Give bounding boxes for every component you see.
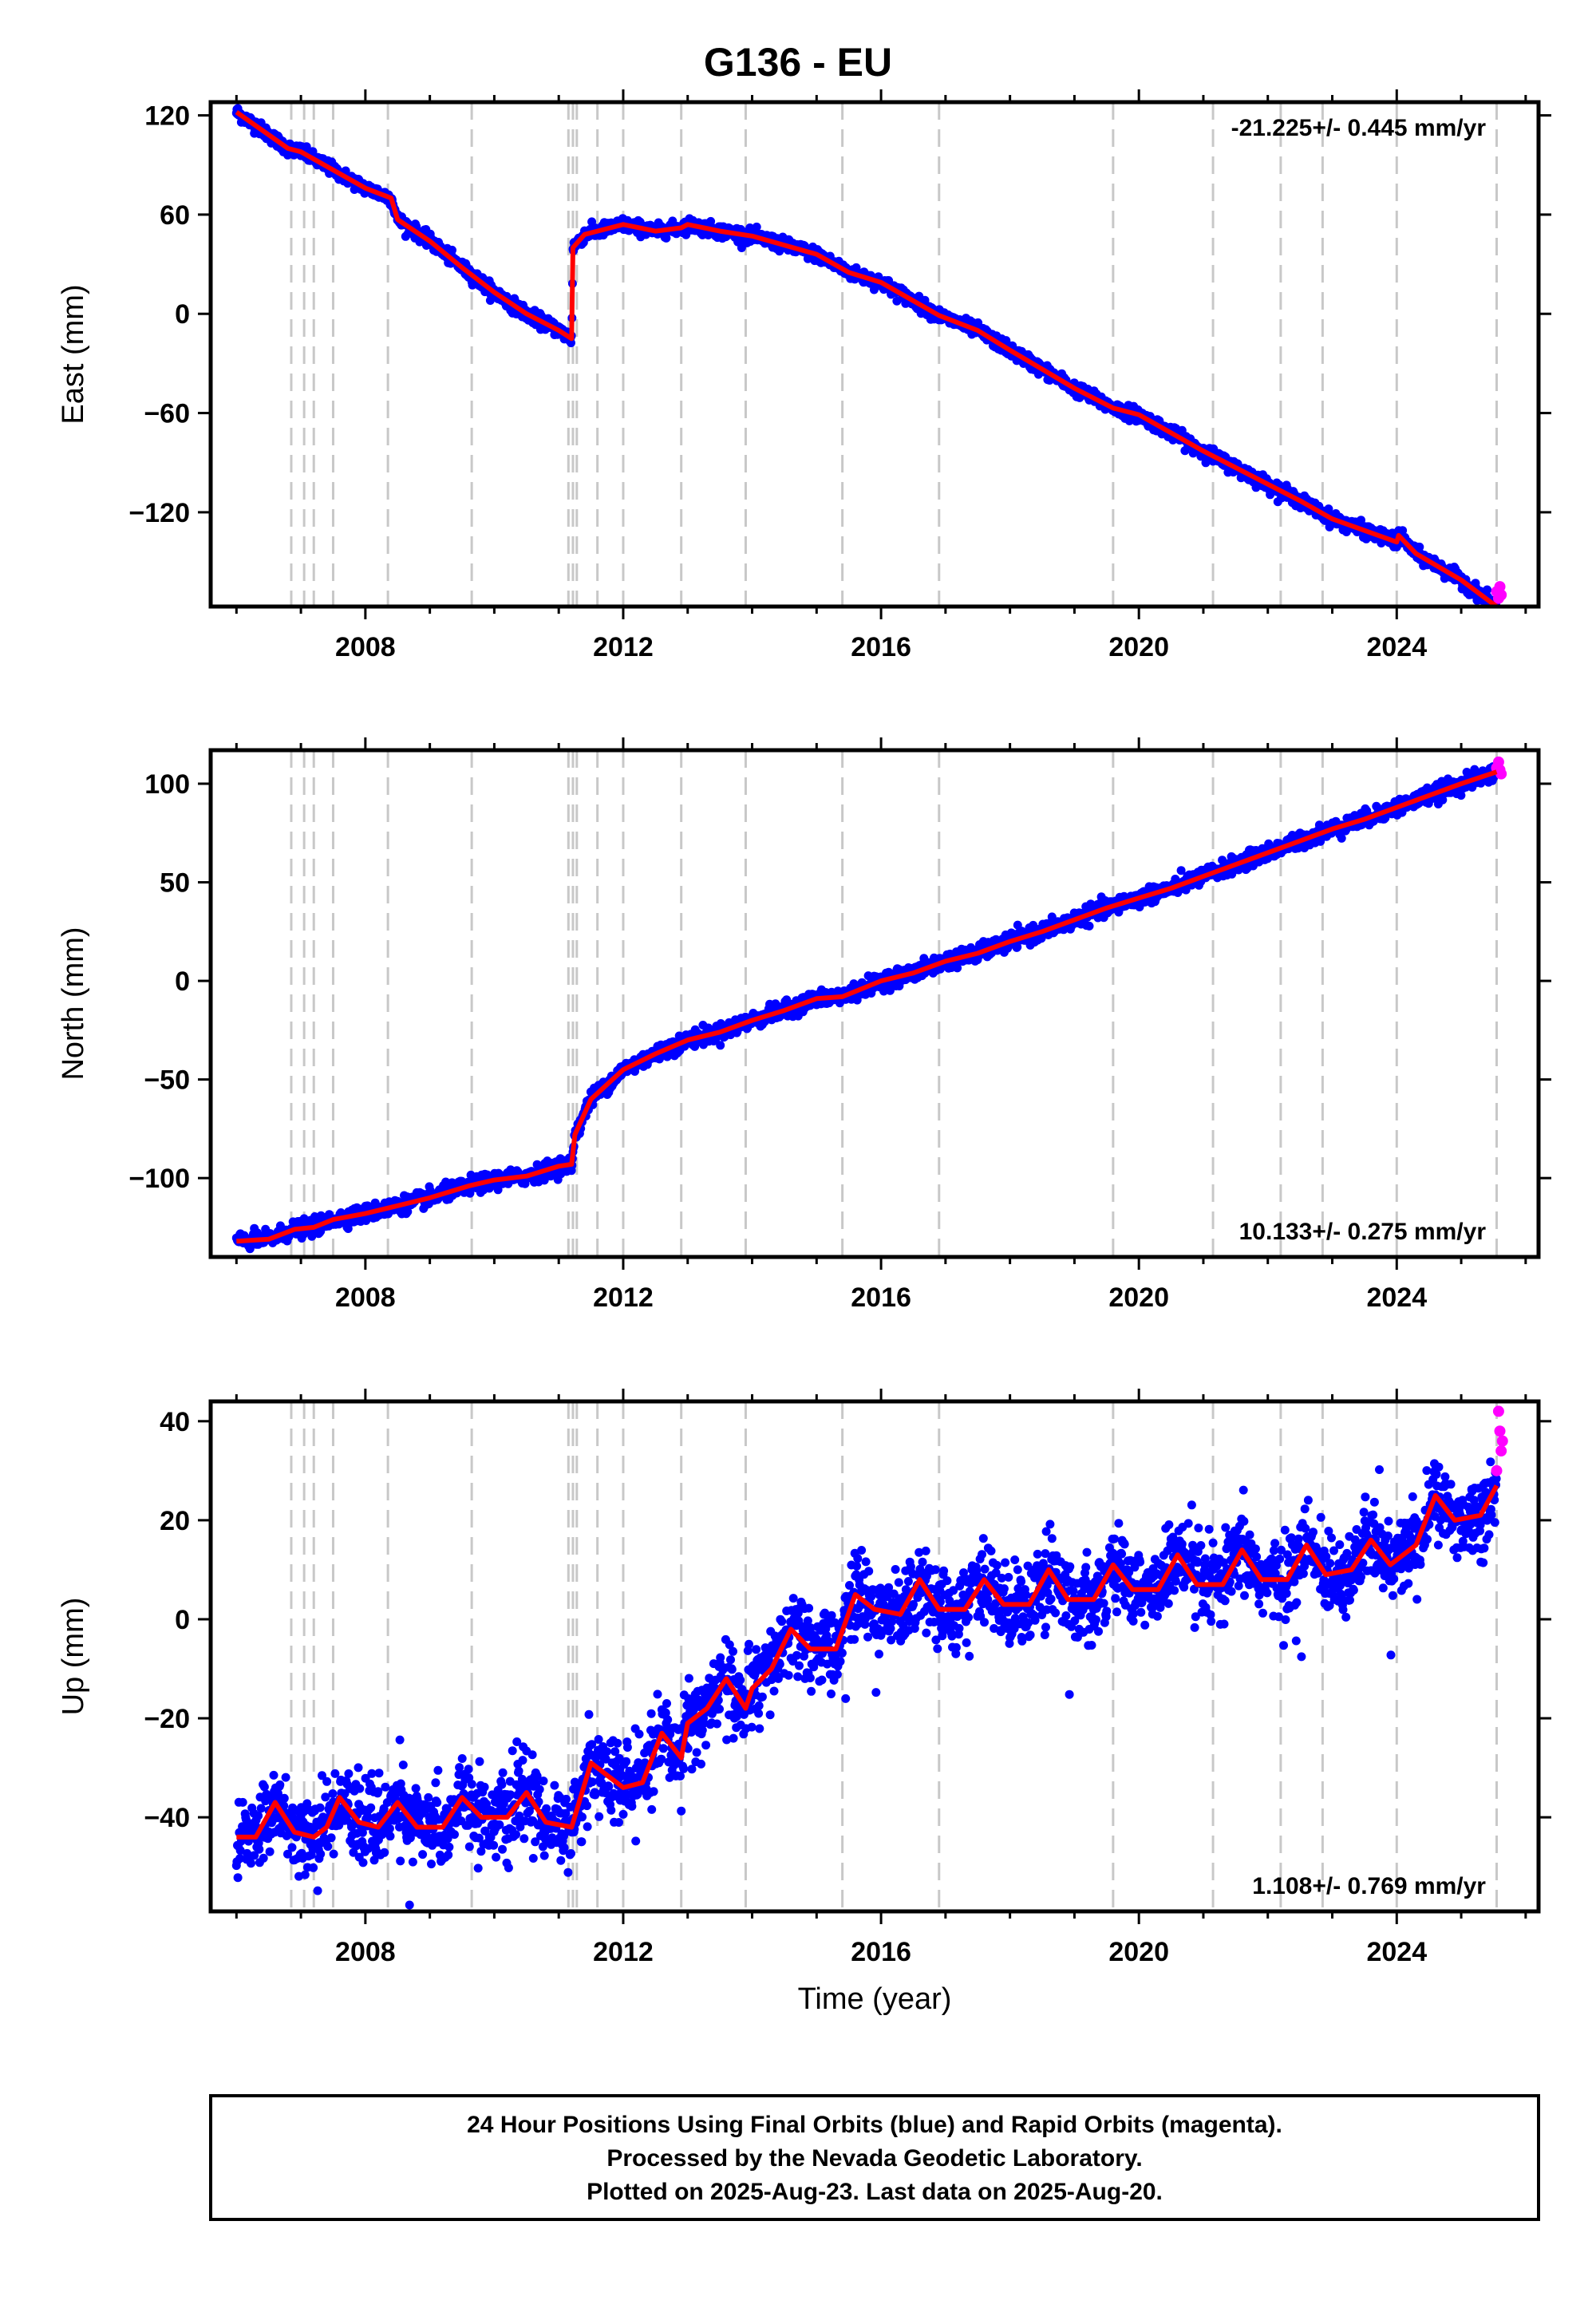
east-rate-label: -21.225+/- 0.445 mm/yr <box>1231 115 1487 141</box>
east-x-tick-label: 2012 <box>593 632 654 662</box>
east-model-line <box>235 109 1499 607</box>
east-rapid-points <box>1491 581 1507 604</box>
east-final-point-2447 <box>1415 542 1424 551</box>
east-rapid-point-1 <box>1494 581 1506 593</box>
east-final-point-2587 <box>1483 585 1492 595</box>
east-rapid-point-3 <box>1492 592 1504 604</box>
east-y-tick-label: 60 <box>160 200 190 231</box>
east-x-tick-label: 2024 <box>1366 632 1427 662</box>
north-final-point-1687 <box>1047 912 1057 922</box>
east-y-tick-label: −60 <box>144 399 190 429</box>
east-y-tick-label: 0 <box>175 299 190 330</box>
east-x-tick-label: 2020 <box>1108 632 1169 662</box>
east-plot-frame <box>208 100 1541 609</box>
east-panel: 2008 2012 2016 2020 2024 120 60 0 −60 −120 East (m… <box>57 89 1551 662</box>
east-event-lines <box>290 102 1498 607</box>
north-final-point-1954 <box>1176 866 1186 875</box>
north-final-point-354 <box>403 1207 413 1216</box>
north-final-point-1764 <box>1084 921 1094 931</box>
east-y-tick-label: 120 <box>144 101 190 132</box>
east-final-point-2326 <box>1357 516 1365 525</box>
north-final-point-1491 <box>953 963 962 973</box>
north-final-point-637 <box>539 1176 549 1185</box>
east-final-point-2412 <box>1398 526 1408 536</box>
north-final-point-231 <box>343 1224 353 1233</box>
north-event-lines <box>290 750 1498 1257</box>
east-y-tick-label: −120 <box>128 498 190 528</box>
north-final-point-1615 <box>1013 943 1022 952</box>
east-x-tick-label: 2016 <box>851 632 911 662</box>
east-final-point-446 <box>448 245 456 255</box>
chart-title: G136 - EU <box>704 40 892 85</box>
east-final-point-692 <box>567 338 575 348</box>
east-x-tick-label: 2008 <box>335 632 396 662</box>
east-final-point-1076 <box>752 222 761 231</box>
north-final-point-1001 <box>716 1041 725 1050</box>
east-y-axis-label: East (mm) <box>57 284 90 424</box>
